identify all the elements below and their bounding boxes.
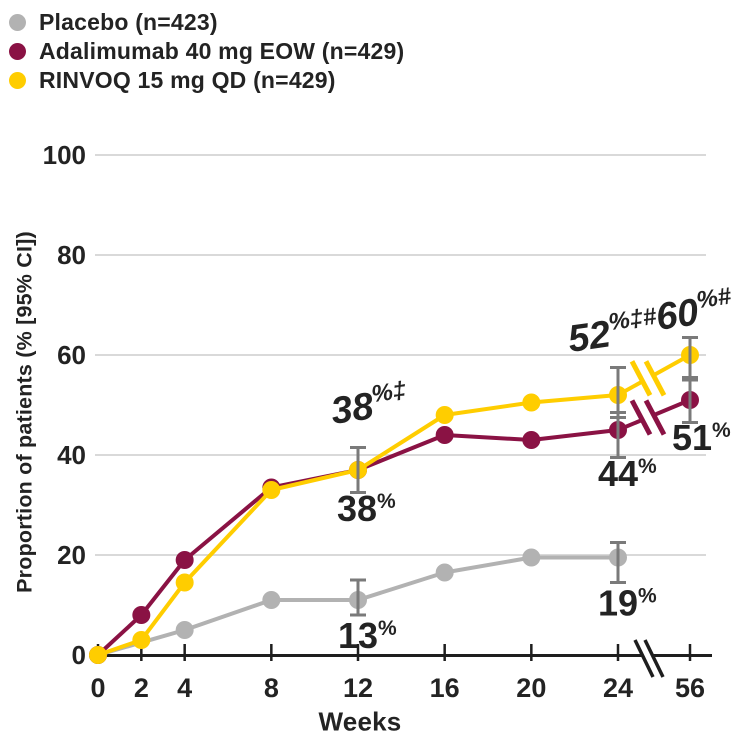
value-annotation-emphasis: 38%‡ [328, 377, 411, 433]
series-placebo [89, 548, 627, 664]
adalimumab-dot-icon [9, 42, 26, 60]
value-annotation: 51% [672, 417, 731, 458]
legend-item-rinvoq: RINVOQ 15 mg QD (n=429) [9, 66, 404, 93]
annotation-text: 44% [598, 453, 657, 494]
gridlines [95, 154, 706, 556]
data-point [435, 563, 454, 582]
x-axis: 0 2 4 8 12 16 20 24 56 [90, 644, 712, 703]
x-tick-label: 24 [603, 673, 633, 703]
annotation-text: 19% [598, 583, 657, 624]
data-point [175, 551, 194, 569]
y-axis-title: Proportion of patients (% [95% CI]) [12, 231, 37, 593]
data-point [522, 393, 541, 412]
series-break-slash [629, 399, 653, 436]
y-tick-label: 0 [72, 640, 86, 670]
error-bar [350, 446, 366, 494]
error-bar [682, 336, 698, 382]
legend-label-rinvoq: RINVOQ 15 mg QD (n=429) [39, 66, 336, 93]
data-point [435, 406, 454, 424]
x-tick-label: 20 [516, 673, 546, 703]
series-break-slash [643, 360, 667, 397]
annotation-text: 60%# [653, 283, 732, 339]
data-point [175, 621, 194, 639]
legend-item-adalimumab: Adalimumab 40 mg EOW (n=429) [9, 37, 405, 64]
x-axis-break [633, 637, 665, 680]
x-tick-label: 16 [430, 673, 460, 703]
series-break-gap [633, 396, 663, 439]
series-rinvoq [89, 346, 699, 664]
annotation-text: 52%‡# [565, 303, 661, 361]
error-bar [610, 366, 626, 419]
x-tick-label: 2 [134, 673, 149, 703]
value-annotation-emphasis: 52%‡# [565, 303, 661, 361]
y-tick-label: 100 [43, 140, 86, 170]
value-annotation: 44% [598, 453, 657, 494]
axis-break-gap [634, 637, 664, 680]
axis-break-slash [643, 639, 665, 678]
x-axis-title: Weeks [318, 706, 402, 737]
y-tick-label: 20 [57, 540, 86, 570]
value-annotation: 38% [337, 488, 396, 529]
y-tick-label: 40 [57, 440, 86, 470]
data-point [522, 431, 541, 449]
rinvoq-dot-icon [9, 71, 26, 89]
legend-label-adalimumab: Adalimumab 40 mg EOW (n=429) [39, 37, 405, 64]
annotation-text: 51% [672, 417, 731, 458]
error-bar [350, 578, 366, 617]
data-point [89, 646, 107, 664]
y-tick-label: 60 [57, 340, 86, 370]
error-bar [610, 541, 626, 584]
x-tick-label: 4 [177, 673, 192, 703]
axis-break-slash [633, 639, 655, 678]
data-point [132, 631, 151, 649]
data-point [262, 591, 281, 609]
series-break-slash [629, 360, 653, 397]
value-annotation: 19% [598, 583, 657, 624]
data-point [175, 573, 194, 592]
data-point [522, 548, 541, 567]
annotation-text: 38% [337, 488, 396, 529]
annotation-text: 38%‡ [328, 377, 411, 433]
series-break-gap [633, 357, 663, 400]
data-point [435, 426, 454, 444]
series-line [97, 393, 619, 657]
placebo-dot-icon [9, 13, 26, 31]
annotation-text: 13% [338, 615, 397, 656]
y-tick-label: 80 [57, 240, 86, 270]
legend-label-placebo: Placebo (n=423) [39, 8, 218, 35]
x-tick-label: 12 [343, 673, 373, 703]
series-break-slash [643, 399, 667, 436]
legend-item-placebo: Placebo (n=423) [9, 8, 404, 35]
x-tick-label: 8 [264, 673, 279, 703]
value-annotation-emphasis: 60%# [653, 283, 732, 339]
data-point [132, 606, 151, 624]
value-annotation: 13% [338, 615, 397, 656]
y-axis-tick-labels: 0 20 40 60 80 100 [43, 140, 86, 670]
x-tick-label: 0 [90, 673, 105, 703]
legend: Placebo (n=423) Adalimumab 40 mg EOW (n=… [9, 8, 405, 93]
x-tick-label: 56 [675, 673, 705, 703]
data-point [262, 481, 281, 499]
